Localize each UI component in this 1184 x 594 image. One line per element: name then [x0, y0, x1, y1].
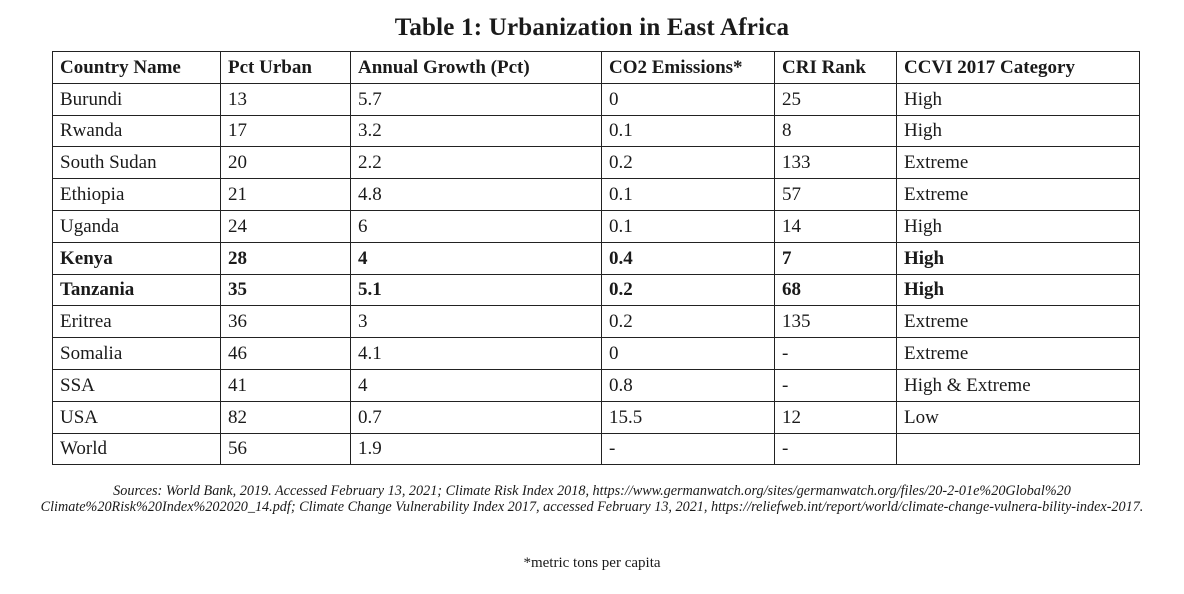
cell-cri-rank: 57 — [774, 178, 897, 211]
table-row: Somalia 46 4.1 0- Extreme — [52, 337, 1140, 370]
table-row: Ethiopia 21 4.8 0.1 57 Extreme — [52, 178, 1140, 211]
cell-co2-emissions: 0 — [601, 82, 775, 116]
cell-annual-growth: 5.1 — [350, 273, 602, 307]
cell-ccvi-category — [896, 432, 1140, 466]
cell-co2-emissions: 0 — [601, 337, 775, 370]
cell-cri-rank: - — [774, 368, 897, 402]
cell-ccvi-category: Extreme — [896, 305, 1140, 339]
cell-cri-rank: 8 — [774, 114, 897, 148]
cell-annual-growth: 0.7 — [350, 400, 602, 434]
cell-cri-rank: 12 — [774, 400, 897, 434]
table-row: Tanzania 35 5.1 0.2 68 High — [52, 273, 1140, 307]
cell-pct-urban: 17 — [220, 114, 351, 148]
table-row: SSA 41 4 0.8- High & Extreme — [52, 368, 1140, 402]
table-row: Uganda 24 6 0.1 14 High — [52, 209, 1140, 243]
cell-pct-urban: 28 — [220, 241, 351, 275]
cell-pct-urban: 46 — [220, 337, 351, 370]
cell-pct-urban: 56 — [220, 432, 351, 466]
cell-pct-urban: 20 — [220, 146, 351, 180]
cell-cri-rank: 25 — [774, 82, 897, 116]
cell-country-name: USA — [52, 400, 221, 434]
column-header-country-name: Country Name — [52, 51, 221, 84]
cell-cri-rank: 68 — [774, 273, 897, 307]
urbanization-table: Country Name Pct Urban Annual Growth (Pc… — [52, 51, 1140, 466]
cell-country-name: Rwanda — [52, 114, 221, 148]
table-row: Rwanda 17 3.2 0.1 8 High — [52, 114, 1140, 148]
column-header-ccvi-category: CCVI 2017 Category — [896, 51, 1140, 84]
cell-cri-rank: 7 — [774, 241, 897, 275]
cell-annual-growth: 1.9 — [350, 432, 602, 466]
cell-co2-emissions: - — [601, 432, 775, 466]
table-row: Eritrea 36 3 0.2 135 Extreme — [52, 305, 1140, 339]
cell-country-name: Burundi — [52, 82, 221, 116]
column-header-pct-urban: Pct Urban — [220, 51, 351, 84]
cell-ccvi-category: Extreme — [896, 146, 1140, 180]
cell-ccvi-category: High — [896, 273, 1140, 307]
cell-pct-urban: 35 — [220, 273, 351, 307]
cell-ccvi-category: Low — [896, 400, 1140, 434]
cell-annual-growth: 6 — [350, 209, 602, 243]
cell-pct-urban: 24 — [220, 209, 351, 243]
cell-ccvi-category: High & Extreme — [896, 368, 1140, 402]
cell-ccvi-category: High — [896, 241, 1140, 275]
cell-co2-emissions: 0.4 — [601, 241, 775, 275]
cell-ccvi-category: Extreme — [896, 178, 1140, 211]
cell-annual-growth: 4 — [350, 241, 602, 275]
cell-country-name: Uganda — [52, 209, 221, 243]
sources-note: Sources: World Bank, 2019. Accessed Febr… — [40, 483, 1144, 515]
column-header-cri-rank: CRI Rank — [774, 51, 897, 84]
column-header-co2-emissions: CO2 Emissions* — [601, 51, 775, 84]
table-title: Table 1: Urbanization in East Africa — [394, 14, 790, 41]
cell-country-name: World — [52, 432, 221, 466]
cell-co2-emissions: 15.5 — [601, 400, 775, 434]
cell-pct-urban: 21 — [220, 178, 351, 211]
cell-annual-growth: 4 — [350, 368, 602, 402]
table-row: Kenya 28 4 0.4 7 High — [52, 241, 1140, 275]
cell-ccvi-category: High — [896, 114, 1140, 148]
cell-cri-rank: - — [774, 337, 897, 370]
cell-co2-emissions: 0.2 — [601, 305, 775, 339]
cell-country-name: South Sudan — [52, 146, 221, 180]
table-row: South Sudan 20 2.2 0.2 133 Extreme — [52, 146, 1140, 180]
cell-ccvi-category: High — [896, 209, 1140, 243]
cell-annual-growth: 4.8 — [350, 178, 602, 211]
cell-country-name: Ethiopia — [52, 178, 221, 211]
cell-co2-emissions: 0.2 — [601, 273, 775, 307]
table-row: Burundi 13 5.7 0 25 High — [52, 82, 1140, 116]
cell-pct-urban: 82 — [220, 400, 351, 434]
table-row: USA 82 0.7 15.5 12 Low — [52, 400, 1140, 434]
cell-co2-emissions: 0.8 — [601, 368, 775, 402]
cell-annual-growth: 5.7 — [350, 82, 602, 116]
cell-country-name: SSA — [52, 368, 221, 402]
cell-ccvi-category: High — [896, 82, 1140, 116]
cell-cri-rank: 14 — [774, 209, 897, 243]
cell-pct-urban: 41 — [220, 368, 351, 402]
column-header-annual-growth: Annual Growth (Pct) — [350, 51, 602, 84]
cell-co2-emissions: 0.1 — [601, 209, 775, 243]
cell-cri-rank: 135 — [774, 305, 897, 339]
cell-cri-rank: - — [774, 432, 897, 466]
cell-country-name: Eritrea — [52, 305, 221, 339]
cell-co2-emissions: 0.1 — [601, 114, 775, 148]
cell-country-name: Kenya — [52, 241, 221, 275]
cell-annual-growth: 3 — [350, 305, 602, 339]
cell-co2-emissions: 0.2 — [601, 146, 775, 180]
cell-country-name: Tanzania — [52, 273, 221, 307]
cell-ccvi-category: Extreme — [896, 337, 1140, 370]
table-row: World 56 1.9- - — [52, 432, 1140, 466]
cell-annual-growth: 2.2 — [350, 146, 602, 180]
cell-annual-growth: 4.1 — [350, 337, 602, 370]
cell-annual-growth: 3.2 — [350, 114, 602, 148]
header-row: Country Name Pct Urban Annual Growth (Pc… — [52, 51, 1140, 84]
cell-country-name: Somalia — [52, 337, 221, 370]
cell-co2-emissions: 0.1 — [601, 178, 775, 211]
footnote: *metric tons per capita — [523, 555, 661, 571]
cell-pct-urban: 36 — [220, 305, 351, 339]
cell-cri-rank: 133 — [774, 146, 897, 180]
cell-pct-urban: 13 — [220, 82, 351, 116]
